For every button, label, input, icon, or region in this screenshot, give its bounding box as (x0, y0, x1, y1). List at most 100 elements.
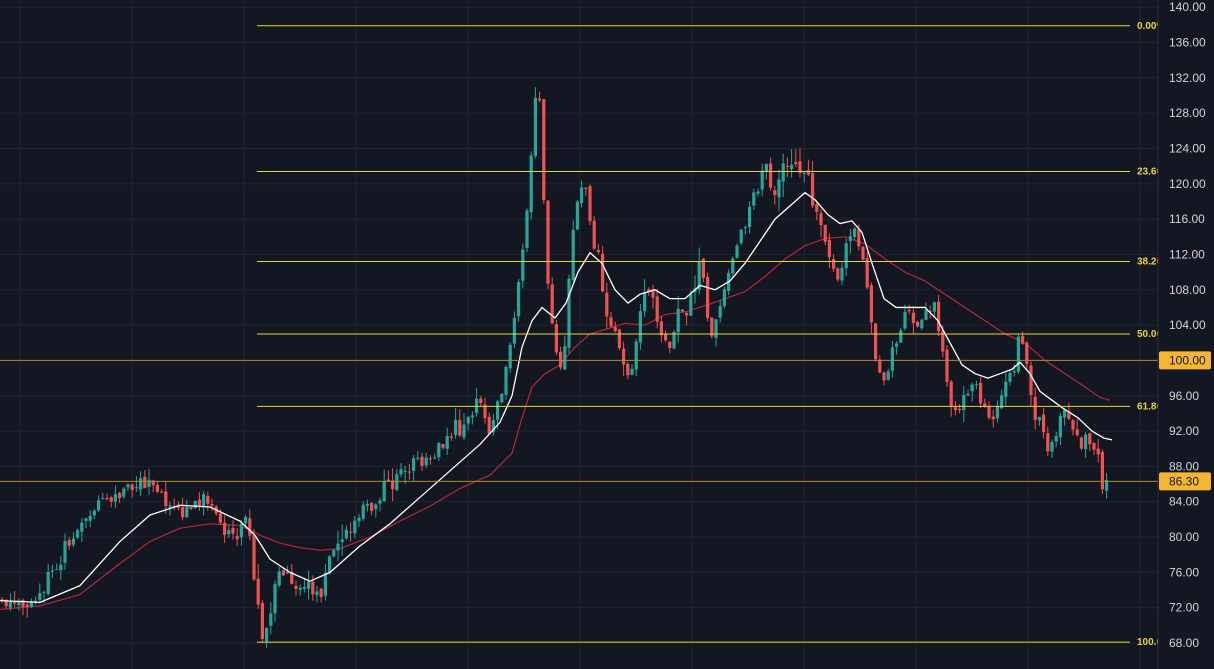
horizontal-lines[interactable] (0, 359, 1158, 482)
candle-body (840, 267, 844, 281)
candle-body (584, 187, 588, 189)
candle-body (1067, 410, 1071, 419)
candle-body (617, 329, 621, 349)
candle-body (252, 534, 256, 580)
candle-body (945, 349, 949, 382)
candle-body (227, 529, 231, 535)
candle-body (596, 249, 600, 252)
candle-body (420, 456, 424, 466)
candle-body (605, 292, 609, 317)
y-tick-label: 84.00 (1169, 495, 1199, 509)
candle-body (38, 593, 42, 601)
candle-body (941, 330, 945, 352)
candle-body (1029, 365, 1033, 395)
candle-body (916, 321, 920, 327)
candle-body (647, 289, 651, 292)
candle-body (701, 258, 705, 279)
candle-body (525, 210, 529, 249)
candle-body (151, 480, 155, 486)
candle-body (588, 186, 592, 222)
candle-body (319, 588, 323, 598)
candle-body (962, 394, 966, 410)
candle-body (689, 293, 693, 316)
candle-body (294, 585, 298, 589)
candle-body (1088, 433, 1092, 445)
candle-body (202, 494, 206, 508)
candle-body (164, 491, 168, 506)
candle-body (613, 326, 617, 332)
candle-body (1100, 451, 1104, 490)
y-tick-label: 136.00 (1169, 36, 1206, 50)
candle-body (235, 535, 239, 540)
candle-body (147, 479, 151, 487)
candle-body (622, 348, 626, 365)
candle-body (601, 253, 605, 292)
candle-body (113, 494, 117, 502)
candle-body (311, 581, 315, 595)
candle-body (651, 289, 655, 298)
candle-body (802, 172, 806, 174)
candle-body (844, 243, 848, 269)
candle-body (991, 416, 995, 420)
candle-body (491, 420, 495, 433)
candle-body (1058, 415, 1062, 438)
candle-body (42, 591, 46, 593)
fib-level-label: 50.00% (1137, 329, 1171, 340)
candle-body (995, 406, 999, 419)
candle-body (189, 507, 193, 509)
candle-body (193, 500, 197, 508)
candle-body (853, 228, 857, 237)
candle-body (819, 213, 823, 226)
candle-body (265, 627, 269, 642)
candle-body (71, 538, 75, 545)
candle-body (328, 556, 332, 574)
candle-body (462, 424, 466, 438)
candle-body (882, 372, 886, 381)
candle-body (437, 442, 441, 458)
y-tick-label: 88.00 (1169, 459, 1199, 473)
candle-body (832, 259, 836, 269)
fib-label-clip: 50.00% (1137, 329, 1171, 340)
fib-level-label: 23.60% (1137, 166, 1171, 177)
candle-body (256, 578, 260, 605)
candle-body (244, 516, 248, 524)
y-tick-label: 76.00 (1169, 565, 1199, 579)
y-tick-label: 80.00 (1169, 530, 1199, 544)
candle-body (735, 245, 739, 258)
candle-body (731, 258, 735, 274)
candle-body (277, 571, 281, 586)
candle-body (823, 224, 827, 242)
candle-body (269, 613, 273, 626)
candle-body (361, 504, 365, 519)
candle-body (1000, 395, 1004, 409)
candle-body (92, 510, 96, 516)
candle-body (109, 497, 113, 502)
candle-body (59, 564, 63, 571)
price-axis[interactable]: 140.00 136.00 132.00 128.00 124.00 120.00 116.… (1157, 0, 1211, 669)
candle-body (349, 531, 353, 533)
candle-body (290, 571, 294, 584)
candle-body (197, 499, 201, 506)
candle-body (546, 200, 550, 284)
candle-body (928, 310, 932, 312)
candle-body (504, 366, 508, 395)
candle-body (130, 484, 134, 490)
candle-body (756, 191, 760, 194)
candle-body (1046, 433, 1050, 452)
candle-body (374, 504, 378, 510)
candle-body (760, 170, 764, 190)
candle-body (273, 584, 277, 614)
candle-body (17, 600, 21, 606)
candle-body (1071, 420, 1075, 430)
candle-body (979, 382, 983, 404)
candle-body (353, 520, 357, 534)
candle-body (718, 306, 722, 318)
candle-body (248, 518, 252, 536)
candle-body (181, 507, 185, 518)
candle-body (937, 301, 941, 332)
moving-average-fast-line (0, 192, 1113, 604)
fibonacci-retracement[interactable]: 0.00% 23.60% 38.20% 50.00% 61.80% 100.00% (257, 21, 1177, 648)
candle-body (626, 363, 630, 376)
candle-body (50, 570, 54, 572)
